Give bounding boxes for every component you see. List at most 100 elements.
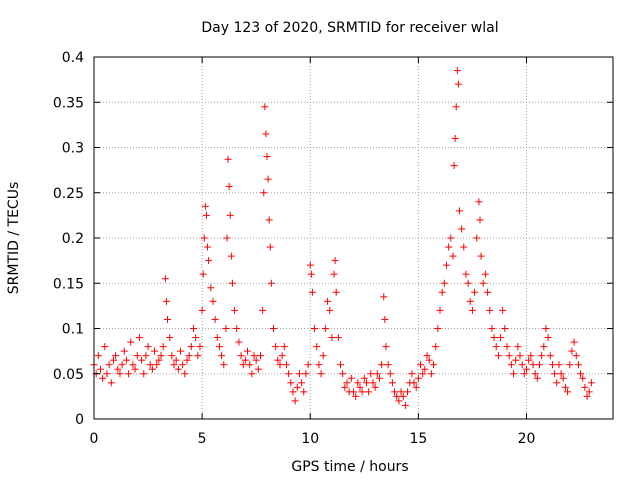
data-point bbox=[450, 162, 458, 170]
data-point bbox=[254, 365, 262, 373]
data-point bbox=[564, 388, 572, 396]
data-point bbox=[479, 279, 487, 287]
ticks-layer: 0 0.05 0.1 0.15 0.2 0.25 0.3 0.35 0.4 0 5 10 15 20 bbox=[53, 50, 613, 447]
data-point bbox=[462, 270, 470, 278]
data-point bbox=[103, 370, 111, 378]
data-point bbox=[421, 365, 429, 373]
data-point bbox=[127, 338, 135, 346]
data-point bbox=[199, 270, 207, 278]
data-point bbox=[266, 243, 274, 251]
y-tick-label: 0.35 bbox=[53, 95, 84, 111]
data-point bbox=[218, 352, 226, 360]
data-point bbox=[267, 279, 275, 287]
data-point bbox=[155, 356, 163, 364]
data-point bbox=[179, 361, 187, 369]
data-point bbox=[153, 361, 161, 369]
data-point bbox=[510, 370, 518, 378]
data-point bbox=[192, 334, 200, 342]
data-point bbox=[159, 343, 167, 351]
data-point bbox=[438, 288, 446, 296]
data-point bbox=[174, 365, 182, 373]
data-point bbox=[321, 325, 329, 332]
data-point bbox=[381, 315, 389, 323]
data-point bbox=[476, 216, 484, 224]
data-point bbox=[315, 361, 323, 369]
data-point bbox=[189, 325, 197, 332]
data-point bbox=[434, 325, 442, 332]
data-point bbox=[291, 397, 299, 405]
data-point bbox=[412, 383, 420, 391]
data-point bbox=[436, 306, 444, 314]
data-point bbox=[375, 374, 383, 382]
y-tick-label: 0.1 bbox=[62, 322, 84, 338]
data-point bbox=[332, 288, 340, 296]
data-point bbox=[417, 361, 425, 369]
data-point bbox=[202, 211, 210, 219]
data-point bbox=[486, 306, 494, 314]
x-tick-label: 0 bbox=[90, 431, 99, 447]
data-point bbox=[380, 293, 388, 301]
y-tick-label: 0.3 bbox=[62, 141, 84, 157]
data-point bbox=[371, 383, 379, 391]
data-point bbox=[201, 202, 209, 210]
data-point bbox=[233, 325, 241, 332]
y-tick-label: 0.4 bbox=[62, 50, 84, 66]
data-point bbox=[427, 370, 435, 378]
data-point bbox=[523, 365, 530, 373]
data-point bbox=[419, 370, 427, 378]
data-point bbox=[494, 352, 502, 360]
data-point bbox=[308, 288, 316, 296]
data-point bbox=[553, 379, 561, 387]
data-point bbox=[382, 343, 390, 351]
data-point bbox=[334, 334, 342, 342]
data-point bbox=[194, 352, 202, 360]
data-point bbox=[490, 334, 498, 342]
data-point bbox=[295, 370, 303, 378]
data-point bbox=[306, 261, 314, 269]
data-point bbox=[272, 343, 280, 351]
data-point bbox=[331, 257, 339, 265]
data-point bbox=[205, 257, 213, 265]
data-point bbox=[404, 388, 412, 396]
data-point bbox=[239, 361, 247, 369]
data-point bbox=[499, 306, 507, 314]
data-point bbox=[447, 234, 455, 242]
data-point bbox=[246, 361, 254, 369]
data-point bbox=[94, 352, 102, 360]
chart-title: Day 123 of 2020, SRMTID for receiver wla… bbox=[201, 20, 498, 36]
data-point bbox=[262, 130, 270, 138]
data-point bbox=[518, 361, 526, 369]
data-point bbox=[410, 379, 418, 387]
data-point bbox=[138, 356, 146, 364]
data-point bbox=[235, 338, 243, 346]
data-point bbox=[555, 361, 563, 369]
data-point bbox=[187, 343, 195, 351]
data-point bbox=[114, 365, 122, 373]
data-point bbox=[326, 306, 334, 314]
x-tick-label: 10 bbox=[301, 431, 319, 447]
data-point bbox=[120, 347, 128, 355]
data-point bbox=[451, 134, 459, 142]
data-point bbox=[488, 325, 496, 332]
data-point bbox=[99, 374, 107, 382]
data-point bbox=[475, 198, 483, 206]
data-point bbox=[287, 379, 295, 387]
data-point bbox=[183, 356, 191, 364]
data-point bbox=[585, 388, 593, 396]
data-point bbox=[181, 370, 189, 378]
data-point bbox=[220, 361, 228, 369]
data-point bbox=[557, 370, 565, 378]
data-point bbox=[538, 352, 546, 360]
data-point bbox=[185, 352, 193, 360]
data-point bbox=[452, 103, 460, 111]
data-point bbox=[280, 343, 288, 351]
data-point bbox=[505, 352, 513, 360]
data-point bbox=[568, 347, 576, 355]
data-point bbox=[223, 234, 231, 242]
data-point bbox=[449, 252, 457, 260]
data-point bbox=[237, 352, 245, 360]
data-point bbox=[458, 225, 466, 233]
data-point bbox=[257, 352, 265, 360]
data-point bbox=[408, 370, 416, 378]
data-point bbox=[293, 383, 301, 391]
